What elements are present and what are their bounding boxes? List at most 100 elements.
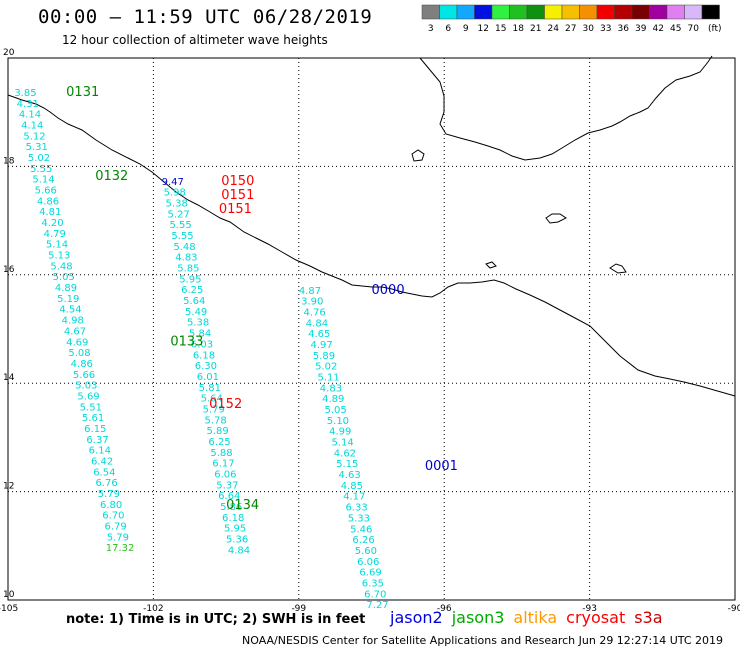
wave-height-value: 5.88: [210, 448, 232, 459]
wave-height-value: 6.76: [95, 478, 117, 489]
color-scale-label: 15: [495, 24, 506, 34]
wave-height-value: 9.47: [162, 177, 184, 188]
wave-height-value: 3.85: [14, 88, 36, 99]
wave-height-value: 6.30: [195, 361, 217, 372]
wave-height-value: 5.02: [28, 153, 50, 164]
color-scale-label: 3: [428, 24, 434, 34]
wave-height-value: 5.55: [30, 164, 52, 175]
wave-height-value: 4.89: [55, 283, 77, 294]
wave-height-value: 6.25: [181, 285, 203, 296]
pass-time-label: 0151: [219, 202, 252, 217]
wave-height-value: 5.89: [206, 426, 228, 437]
wave-height-value: 5.10: [327, 416, 349, 427]
wave-height-value: 5.05: [53, 272, 75, 283]
wave-height-value: 4.65: [308, 329, 330, 340]
color-scale-label: 33: [600, 24, 611, 34]
wave-height-value: 5.79: [98, 489, 120, 500]
color-scale-label: 21: [530, 24, 541, 34]
color-scale-label: 27: [565, 24, 576, 34]
wave-height-value: 4.83: [320, 383, 342, 394]
color-scale-label: 30: [583, 24, 595, 34]
wave-height-value: 4.81: [39, 207, 61, 218]
longitude-label: -99: [291, 604, 306, 614]
wave-height-value: 4.98: [62, 316, 84, 327]
color-scale-label: 39: [635, 24, 647, 34]
lat-lon-grid: -105 -102 -99 -96 -93 -90 10 12 14 16 18 20: [0, 48, 740, 614]
wave-height-value: 5.05: [324, 405, 346, 416]
wave-height-value: 6.37: [86, 435, 108, 446]
wave-height-value: 5.84: [189, 329, 211, 340]
color-scale-label: 18: [513, 24, 525, 34]
wave-height-value: 5.79: [107, 532, 129, 543]
pass-time-label: 0151: [221, 188, 254, 203]
wave-height-value: 6.06: [214, 470, 236, 481]
wave-height-value: 5.19: [57, 294, 79, 305]
longitude-label: -102: [143, 604, 163, 614]
color-swatch: [421, 4, 440, 20]
wave-height-value: 5.79: [203, 404, 225, 415]
pass-time-label: 0000: [372, 283, 405, 298]
wave-height-value: 4.85: [341, 481, 363, 492]
color-swatch: [666, 4, 685, 20]
wave-height-value: 5.49: [185, 307, 207, 318]
wave-height-value: 4.84: [306, 318, 328, 329]
color-swatch: [474, 4, 493, 20]
wave-height-value: 5.81: [199, 383, 221, 394]
wave-height-value: 4.14: [19, 110, 41, 121]
wave-height-value: 4.76: [303, 307, 325, 318]
wave-height-value: 5.12: [23, 131, 45, 142]
wave-height-value: 4.20: [41, 218, 63, 229]
color-scale-legend: 3 6 9 12 15 18 21 24 27 30 33 36 39 42 45 70 (ft): [421, 4, 722, 34]
wave-height-value: 5.78: [205, 415, 227, 426]
wave-height-value: 4.89: [322, 394, 344, 405]
wave-height-value: 5.36: [226, 535, 248, 546]
wave-height-value: 5.64: [183, 296, 205, 307]
color-scale-label: 12: [478, 24, 489, 34]
pass-time-label: 0133: [170, 334, 203, 349]
color-swatch: [456, 4, 475, 20]
color-swatch: [701, 4, 720, 20]
wave-height-value: 6.03: [191, 339, 213, 350]
wave-height-value: 4.69: [66, 337, 88, 348]
altimeter-tracks: 3.854.314.144.145.125.315.025.555.145.66…: [14, 88, 388, 611]
pass-time-label: 0152: [209, 397, 242, 412]
wave-height-value: 5.60: [355, 546, 377, 557]
wave-height-value: 5.85: [177, 264, 199, 275]
wave-height-value: 5.66: [35, 186, 57, 197]
color-scale-label: 42: [653, 24, 664, 34]
latitude-label: 18: [3, 156, 15, 166]
color-swatch: [649, 4, 668, 20]
wave-height-value: 5.27: [167, 209, 189, 220]
wave-height-value: 5.69: [77, 391, 99, 402]
wave-height-value: 5.03: [75, 381, 97, 392]
wave-height-value: 5.38: [166, 199, 188, 210]
wave-height-value: 5.14: [331, 438, 353, 449]
wave-height-value: 5.64: [201, 394, 223, 405]
wave-height-value: 6.25: [208, 437, 230, 448]
wave-height-value: 5.95: [224, 524, 246, 535]
color-swatch: [509, 4, 528, 20]
color-scale-label: 70: [688, 24, 700, 34]
pass-time-label: 0134: [226, 498, 259, 513]
wave-height-value: 4.97: [310, 340, 332, 351]
pass-time-label: 0150: [221, 174, 254, 189]
wave-height-value: 5.89: [313, 351, 335, 362]
pass-time-label: 0131: [66, 85, 99, 100]
longitude-label: -93: [582, 604, 597, 614]
color-scale-label: 45: [670, 24, 681, 34]
latitude-label: 20: [3, 48, 15, 58]
color-swatch: [439, 4, 458, 20]
satellite-legend: jason2 jason3 altika cryosat s3a: [390, 608, 672, 627]
wave-height-value: 4.84: [228, 545, 250, 556]
wave-height-value: 6.33: [345, 503, 367, 514]
coastline: [7, 55, 736, 397]
satellite-legend-jason2: jason2: [390, 608, 443, 627]
latitude-label: 12: [3, 482, 14, 492]
wave-height-value: 4.87: [299, 286, 321, 297]
wave-height-value: 6.15: [84, 424, 106, 435]
wave-height-value: 6.64: [218, 491, 240, 502]
color-swatch: [631, 4, 650, 20]
map-title: 00:00 – 11:59 UTC 06/28/2019: [38, 6, 373, 28]
color-scale-label: 9: [463, 24, 469, 34]
